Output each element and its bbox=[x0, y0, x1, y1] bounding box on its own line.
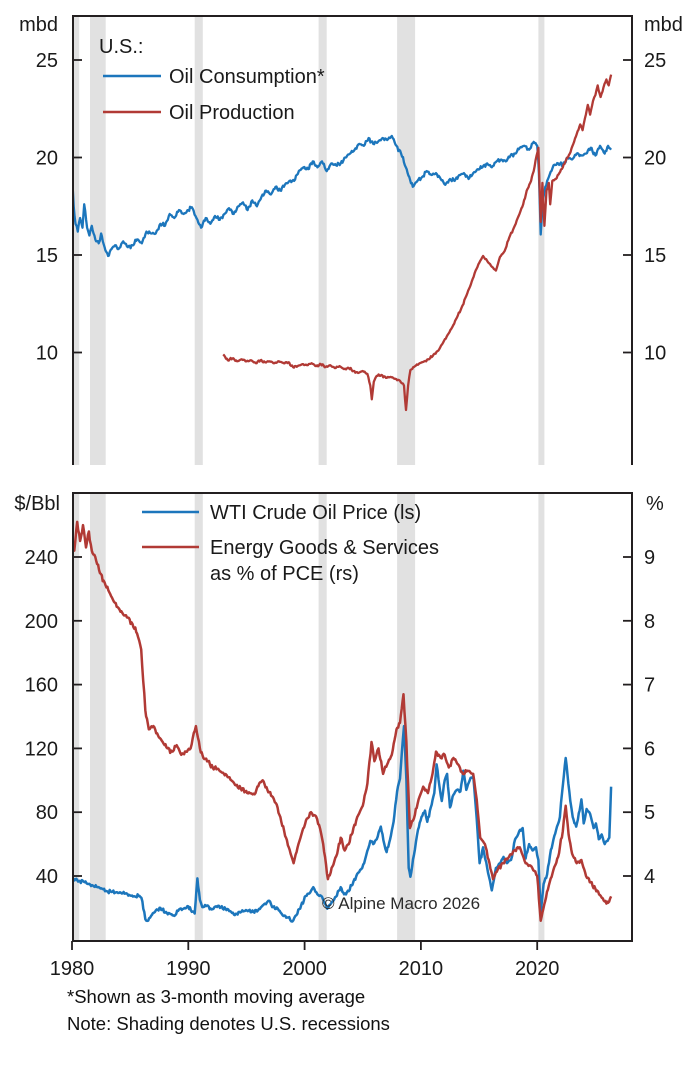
x-tick-label: 2010 bbox=[399, 958, 444, 980]
recession-band bbox=[73, 16, 80, 465]
recession-band bbox=[397, 16, 416, 465]
bottom-right-axis-unit: % bbox=[646, 493, 664, 515]
recession-bands-bottom bbox=[73, 494, 545, 940]
recession-bands-top bbox=[73, 16, 545, 465]
y-tick-label: 240 bbox=[25, 547, 58, 569]
recession-band bbox=[318, 494, 327, 940]
consumption-legend-label: Oil Consumption* bbox=[169, 66, 325, 88]
top-panel-frame bbox=[72, 15, 633, 465]
x-tick-label: 1980 bbox=[50, 958, 95, 980]
y-tick-label: 6 bbox=[644, 738, 655, 760]
y-tick-label: 80 bbox=[36, 802, 58, 824]
recession-band bbox=[318, 16, 327, 465]
series-line-wti-crude-oil-price-ls bbox=[74, 724, 613, 923]
y-tick-label: 20 bbox=[36, 148, 58, 170]
recession-band bbox=[194, 16, 203, 465]
y-tick-label: 20 bbox=[644, 148, 666, 170]
series-line-oil-consumption bbox=[74, 134, 613, 258]
series-line-energy-goods-services-as-of-pce-rs bbox=[74, 520, 613, 922]
y-tick-label: 10 bbox=[36, 343, 58, 365]
recession-band bbox=[90, 494, 106, 940]
bottom-left-axis-unit: $/Bbl bbox=[14, 493, 60, 515]
y-tick-label: 10 bbox=[644, 343, 666, 365]
recession-band bbox=[194, 494, 203, 940]
y-tick-label: 4 bbox=[644, 866, 655, 888]
pce-legend-label-line2: as % of PCE (rs) bbox=[210, 563, 359, 585]
bottom-panel-series bbox=[74, 520, 613, 923]
top-right-axis-unit: mbd bbox=[644, 14, 683, 36]
y-tick-label: 9 bbox=[644, 547, 655, 569]
y-tick-label: 40 bbox=[36, 866, 58, 888]
bottom-legend: WTI Crude Oil Price (ls) Energy Goods & … bbox=[142, 502, 439, 585]
top-left-axis-unit: mbd bbox=[19, 14, 58, 36]
y-tick-label: 8 bbox=[644, 611, 655, 633]
recession-band bbox=[538, 494, 545, 940]
x-tick-label: 1990 bbox=[166, 958, 211, 980]
bottom-panel-frame bbox=[72, 492, 633, 942]
top-panel-series bbox=[74, 74, 613, 412]
axis-ticks: 25 20 15 10 25 20 15 10 240 200 160 120 80 40 9 8 7 6 5 4 19… bbox=[25, 50, 667, 980]
x-tick-label: 2000 bbox=[282, 958, 327, 980]
series-line-oil-production bbox=[222, 74, 613, 412]
y-tick-label: 5 bbox=[644, 802, 655, 824]
y-tick-label: 15 bbox=[36, 245, 58, 267]
watermark: © Alpine Macro 2026 bbox=[322, 894, 480, 913]
footnote-recessions: Note: Shading denotes U.S. recessions bbox=[67, 1013, 390, 1034]
y-tick-label: 15 bbox=[644, 245, 666, 267]
y-tick-label: 160 bbox=[25, 675, 58, 697]
top-legend: U.S.: Oil Consumption* Oil Production bbox=[99, 36, 325, 124]
x-tick-label: 2020 bbox=[515, 958, 560, 980]
production-legend-label: Oil Production bbox=[169, 102, 295, 124]
footnote-moving-average: *Shown as 3-month moving average bbox=[67, 986, 365, 1007]
y-tick-label: 25 bbox=[644, 50, 666, 72]
recession-band bbox=[73, 494, 80, 940]
recession-band bbox=[538, 16, 545, 465]
y-tick-label: 7 bbox=[644, 675, 655, 697]
y-tick-label: 200 bbox=[25, 611, 58, 633]
wti-legend-label: WTI Crude Oil Price (ls) bbox=[210, 502, 421, 524]
legend-region-label: U.S.: bbox=[99, 36, 143, 58]
y-tick-label: 120 bbox=[25, 738, 58, 760]
y-tick-label: 25 bbox=[36, 50, 58, 72]
pce-legend-label-line1: Energy Goods & Services bbox=[210, 537, 439, 559]
